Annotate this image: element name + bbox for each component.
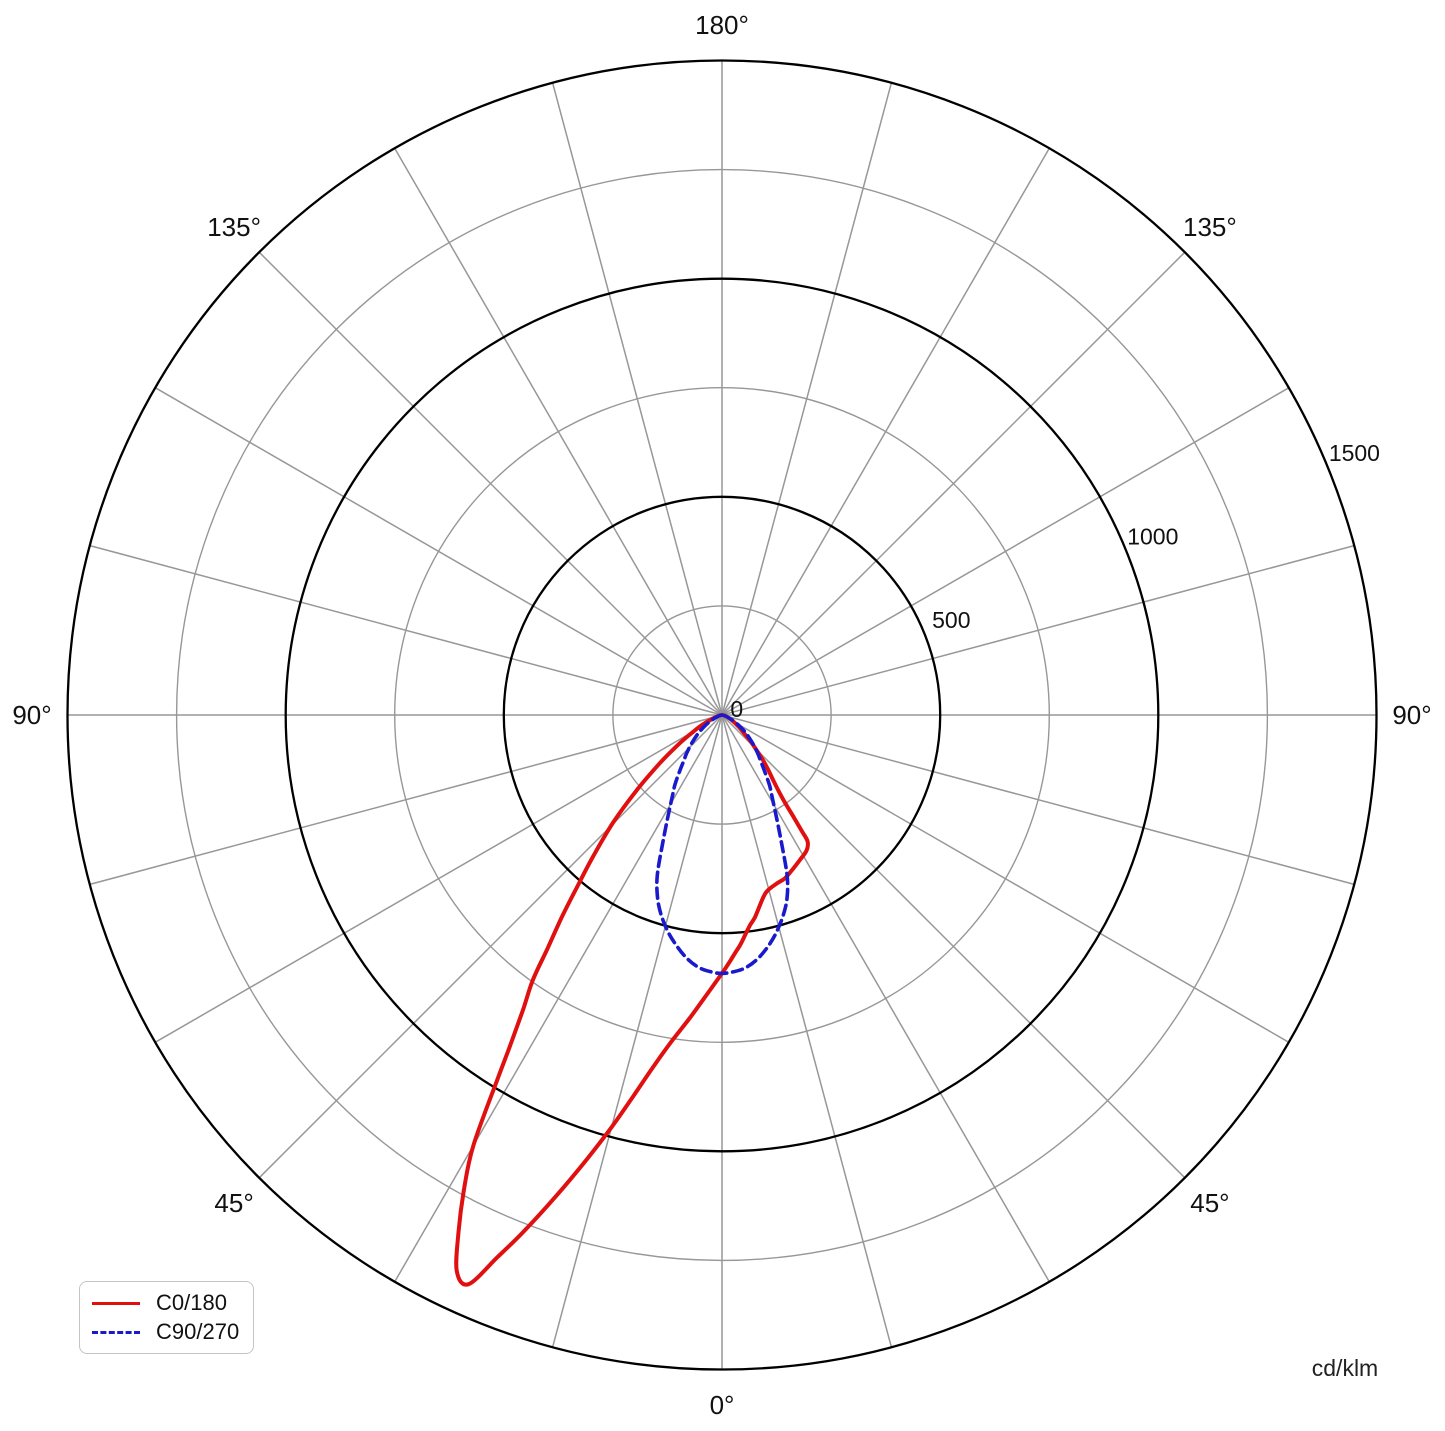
radial-grid-ring-major [66,59,1378,1371]
angle-label: 0° [710,1390,735,1420]
angle-label: 135° [1183,212,1237,242]
units-label: cd/klm [1311,1355,1379,1381]
legend-item-c0-180: C0/180 [92,1292,241,1314]
angle-label: 45° [214,1188,253,1218]
radial-grid-ring-minor [394,387,1050,1043]
legend-label-c90-270: C90/270 [156,1319,240,1344]
radial-grid-ring-minor [612,605,832,825]
radial-tick-label: 500 [932,607,970,633]
legend-swatch-solid-line [92,1301,140,1305]
legend: C0/180 C90/270 [79,1281,254,1354]
legend-swatch-dashed-line [92,1330,140,1334]
radial-grid-ring-minor [175,168,1269,1262]
angle-label: 45° [1190,1188,1229,1218]
angle-label: 90° [1392,700,1431,730]
legend-item-c90-270: C90/270 [92,1321,241,1343]
radial-grid-ring-major [284,277,1160,1153]
legend-label-c0-180: C0/180 [156,1290,227,1315]
angle-label: 90° [12,700,51,730]
radial-tick-label: 1000 [1127,524,1178,550]
curve-c90-270 [655,713,790,976]
angle-label: 135° [207,212,261,242]
curve-c0-180 [454,713,810,1287]
radial-tick-label: 1500 [1329,440,1380,466]
radial-grid-ring-major [502,495,942,935]
radial-tick-label: 0 [730,696,743,722]
angle-label: 180° [695,10,749,40]
